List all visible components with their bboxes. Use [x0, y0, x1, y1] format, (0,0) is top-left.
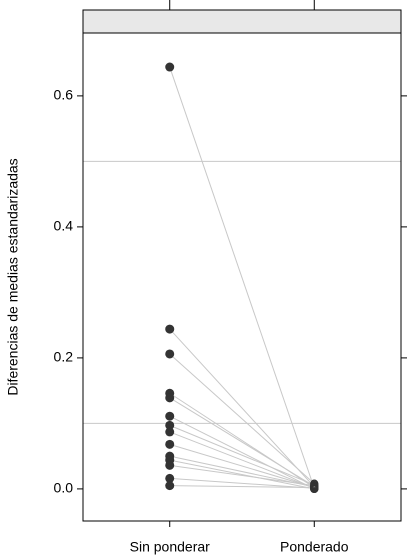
connector-line: [169, 328, 315, 488]
y-axis-label: Diferencias de medias estandarizadas: [5, 158, 21, 395]
point: [165, 439, 175, 449]
panel: [82, 32, 402, 522]
point: [165, 393, 175, 403]
connector-line: [169, 66, 315, 489]
y-tick-label: 0.2: [54, 349, 74, 365]
y-tick-label: 0.0: [54, 480, 74, 496]
point: [165, 324, 175, 334]
connector-line: [169, 397, 315, 487]
point: [165, 62, 175, 72]
point: [165, 460, 175, 470]
connector-line: [169, 443, 315, 489]
connector-line: [169, 424, 315, 486]
connector-line: [169, 464, 315, 487]
strip: [82, 9, 402, 34]
y-tick-label: 0.6: [54, 87, 74, 103]
connector-line: [169, 485, 315, 489]
point: [165, 411, 175, 421]
connector-line: [169, 415, 315, 490]
point: [165, 481, 175, 491]
connector-line: [169, 431, 315, 489]
point: [165, 473, 175, 483]
connector-line: [169, 459, 315, 490]
connector-line: [169, 353, 315, 485]
x-tick-label: Ponderado: [280, 539, 349, 555]
point: [310, 483, 319, 492]
x-tick-label: Sin ponderar: [130, 539, 211, 555]
y-tick-label: 0.4: [54, 218, 74, 234]
connector-line: [169, 477, 315, 489]
point: [165, 427, 175, 437]
point: [165, 420, 175, 430]
point: [165, 349, 175, 359]
